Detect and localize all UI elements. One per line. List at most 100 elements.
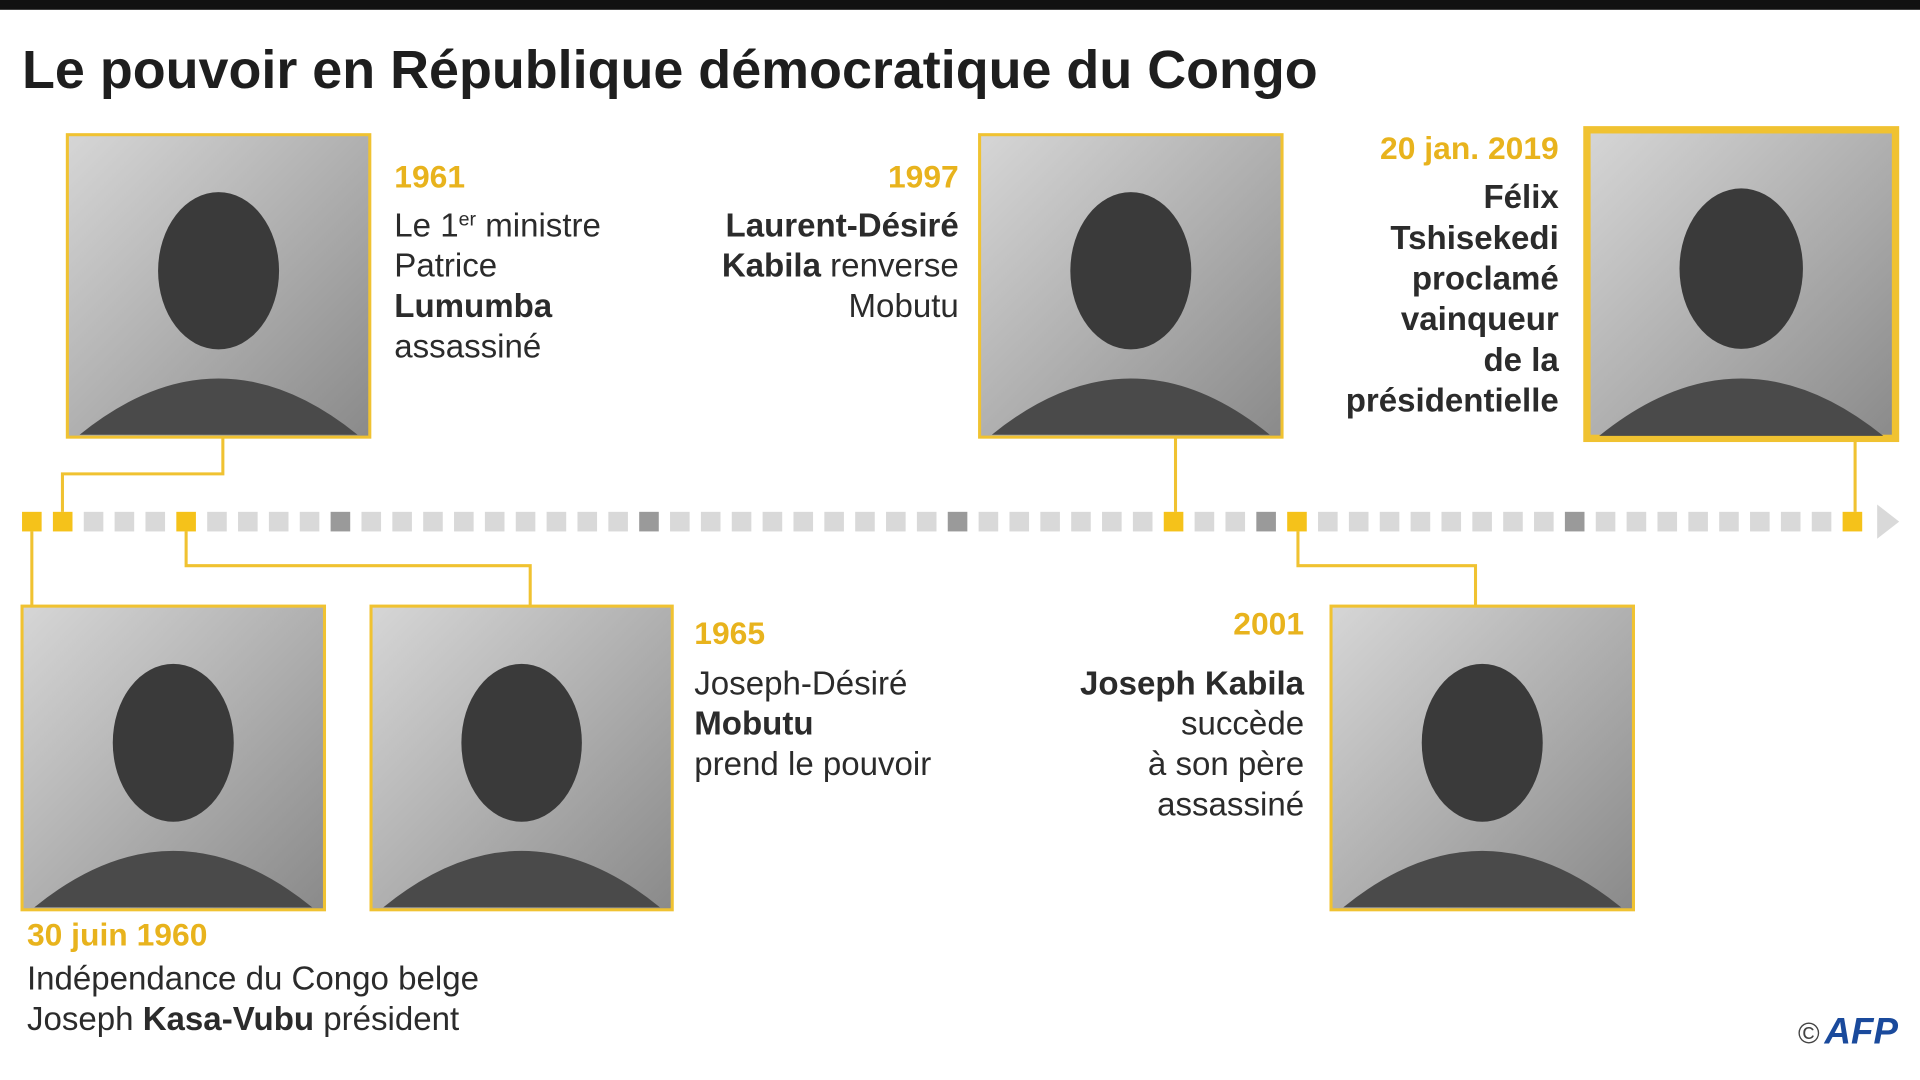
timeline-square bbox=[577, 511, 598, 532]
connector bbox=[60, 437, 225, 512]
portrait-silhouette bbox=[79, 378, 358, 435]
text-run: er bbox=[459, 208, 477, 230]
timeline-square bbox=[978, 511, 999, 532]
timeline-square bbox=[1071, 511, 1091, 532]
timeline-square bbox=[1750, 511, 1770, 532]
event-text: vainqueur bbox=[1401, 301, 1559, 338]
timeline-square bbox=[793, 511, 814, 532]
top-bar bbox=[0, 0, 1920, 10]
credit-symbol: © bbox=[1798, 1017, 1820, 1050]
event-text: assassiné bbox=[1157, 787, 1304, 824]
text-run: assassiné bbox=[394, 329, 541, 366]
timeline-square bbox=[608, 511, 628, 532]
timeline-square bbox=[83, 511, 104, 532]
event-text: Lumumba bbox=[394, 288, 553, 325]
timeline-square bbox=[824, 511, 844, 532]
event-date: 2001 bbox=[1233, 605, 1304, 641]
text-run: Lumumba bbox=[394, 288, 553, 325]
timeline-square bbox=[1564, 511, 1585, 532]
timeline-square bbox=[700, 511, 721, 532]
timeline-square bbox=[916, 511, 937, 532]
timeline-square bbox=[1595, 511, 1616, 532]
text-run: Laurent-Désiré bbox=[726, 207, 959, 244]
portrait-silhouette bbox=[34, 850, 313, 908]
timeline-square bbox=[114, 511, 135, 532]
event-text: Mobutu bbox=[849, 288, 959, 325]
event-date: 20 jan. 2019 bbox=[1380, 130, 1559, 166]
event-text: Kabila renverse bbox=[722, 248, 959, 285]
timeline-square bbox=[1256, 511, 1276, 532]
text-run: Kasa-Vubu bbox=[143, 1001, 314, 1038]
title: Le pouvoir en République démocratique du… bbox=[22, 40, 1318, 100]
timeline-square bbox=[1194, 511, 1215, 532]
timeline-square bbox=[1102, 511, 1122, 532]
text-run: renverse bbox=[821, 248, 959, 285]
timeline-square bbox=[454, 511, 474, 532]
text-run: succède bbox=[1181, 706, 1304, 743]
portrait-head bbox=[158, 192, 280, 350]
timeline-square bbox=[1009, 511, 1030, 532]
text-run: Tshisekedi bbox=[1390, 220, 1558, 257]
event-text: Joseph Kasa-Vubu président bbox=[27, 1001, 459, 1038]
timeline-square bbox=[176, 511, 196, 532]
timeline-square bbox=[1688, 511, 1708, 532]
event-text: Joseph-Désiré bbox=[694, 665, 907, 702]
timeline-square bbox=[1780, 511, 1801, 532]
timeline-square bbox=[1348, 511, 1369, 532]
event-date: 30 juin 1960 bbox=[27, 916, 207, 952]
timeline-square bbox=[330, 511, 351, 532]
timeline-square bbox=[1410, 511, 1431, 532]
event-text: Tshisekedi bbox=[1390, 220, 1558, 257]
timeline-square bbox=[731, 511, 752, 532]
portrait-head bbox=[1421, 663, 1543, 822]
text-run: proclamé bbox=[1412, 260, 1559, 297]
timeline-square bbox=[1163, 511, 1184, 532]
text-run: Le 1 bbox=[394, 207, 458, 244]
timeline-arrow bbox=[1877, 504, 1900, 539]
event: 30 juin 1960 Indépendance du Congo belge J… bbox=[20, 604, 479, 1038]
text-run: Félix bbox=[1483, 179, 1559, 216]
event-text: Patrice bbox=[394, 248, 497, 285]
timeline-square bbox=[1811, 511, 1832, 532]
timeline-square bbox=[145, 511, 166, 532]
timeline-square bbox=[1287, 511, 1307, 532]
timeline-square bbox=[1040, 511, 1060, 532]
timeline-square bbox=[1132, 511, 1153, 532]
timeline-square bbox=[886, 511, 906, 532]
event-date: 1961 bbox=[394, 158, 465, 194]
event-text: Félix bbox=[1483, 179, 1559, 216]
event-date: 1965 bbox=[694, 615, 765, 651]
credit: © AFP bbox=[1798, 1010, 1899, 1051]
portrait-silhouette bbox=[383, 850, 660, 908]
event-text: à son père bbox=[1148, 746, 1304, 783]
text-run: à son père bbox=[1148, 746, 1304, 783]
timeline-square bbox=[238, 511, 258, 532]
timeline-square bbox=[361, 511, 382, 532]
event-text: prend le pouvoir bbox=[694, 746, 931, 783]
connector bbox=[184, 531, 532, 607]
timeline-square bbox=[1318, 511, 1338, 532]
timeline-square bbox=[670, 511, 690, 532]
timeline-square bbox=[268, 511, 289, 532]
event-date: 1997 bbox=[888, 158, 959, 194]
timeline-square bbox=[762, 511, 783, 532]
timeline-square bbox=[1503, 511, 1523, 532]
event-text: de la bbox=[1483, 342, 1559, 379]
timeline-square bbox=[484, 511, 505, 532]
timeline-square bbox=[546, 511, 567, 532]
portrait-head bbox=[1070, 192, 1192, 350]
timeline-square bbox=[1379, 511, 1400, 532]
portrait-head bbox=[1679, 188, 1803, 349]
timeline-square bbox=[22, 511, 42, 532]
event-text: Joseph Kabila bbox=[1080, 665, 1305, 702]
text-run: Kabila bbox=[722, 248, 822, 285]
text-run: ministre bbox=[476, 207, 601, 244]
text-run: Joseph bbox=[27, 1001, 143, 1038]
text-run: Mobutu bbox=[694, 706, 813, 743]
